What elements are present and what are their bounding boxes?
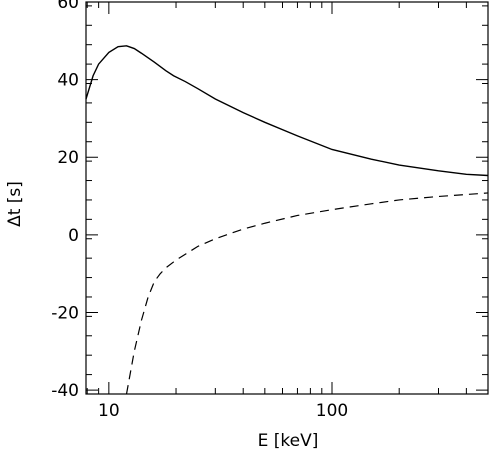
y-tick-label: 0 xyxy=(68,226,79,246)
plot-series xyxy=(85,45,489,395)
series-solid-line xyxy=(85,45,489,177)
y-tick-label: -40 xyxy=(51,381,79,401)
series-dashed-line xyxy=(125,192,489,395)
x-tick-label: 10 xyxy=(98,401,120,421)
plot-frame xyxy=(85,1,489,395)
y-tick-label: -20 xyxy=(51,303,79,323)
y-tick-label: 60 xyxy=(57,0,79,13)
x-tick-label: 100 xyxy=(316,401,348,421)
y-axis-label: Δt [s] xyxy=(5,181,25,227)
y-tick-label: 20 xyxy=(57,148,79,168)
x-axis-label: E [keV] xyxy=(258,431,319,451)
tick-labels: -40 -20 0 20 40 60 10 100 xyxy=(51,0,348,421)
y-tick-label: 40 xyxy=(57,71,79,91)
